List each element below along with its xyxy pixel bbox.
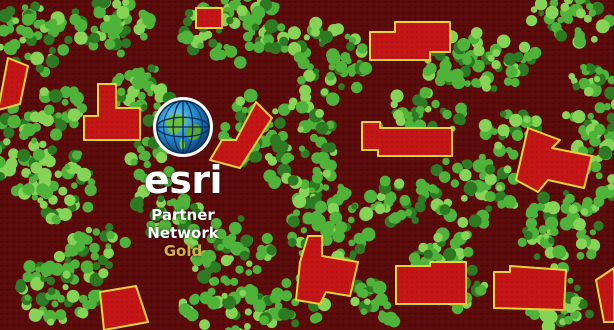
tree-cluster [526, 0, 614, 49]
tree-cluster [22, 145, 97, 225]
esri-partner-badge: esri Partner Network Gold [108, 94, 258, 266]
building-footprint [395, 261, 467, 305]
brand-line-network: Network [147, 224, 219, 242]
tree-cluster [65, 223, 131, 279]
tree-cluster [178, 284, 287, 330]
building-footprint [361, 121, 453, 157]
globe-icon [152, 96, 214, 158]
building-footprint [493, 265, 567, 311]
brand-name: esri [143, 158, 223, 202]
building-footprint-layer [0, 7, 614, 330]
tree-cluster [69, 0, 156, 58]
tree-cluster [15, 249, 104, 326]
brand-line-partner: Partner [151, 206, 215, 224]
partner-tier: Gold [163, 242, 203, 260]
tree-cluster [422, 27, 542, 92]
tree-cluster [287, 16, 373, 106]
tree-cluster [415, 153, 520, 229]
building-footprint [595, 267, 614, 323]
building-footprint [295, 235, 359, 305]
building-footprint [515, 127, 593, 193]
building-footprint [99, 285, 149, 330]
tree-cluster [177, 0, 301, 69]
tree-cluster [183, 215, 277, 286]
tree-cluster [517, 190, 604, 275]
building-footprint [195, 7, 223, 29]
tree-cluster [36, 86, 88, 141]
tree-cluster [0, 1, 73, 78]
tree-cluster [286, 183, 376, 274]
building-footprint [209, 101, 273, 169]
building-footprint [0, 57, 29, 111]
tree-cluster [581, 145, 614, 212]
tree-cluster [0, 103, 47, 200]
building-footprint [369, 21, 451, 61]
tree-cluster [364, 175, 431, 228]
building-footprint [83, 83, 141, 141]
tree-cluster [129, 178, 204, 239]
